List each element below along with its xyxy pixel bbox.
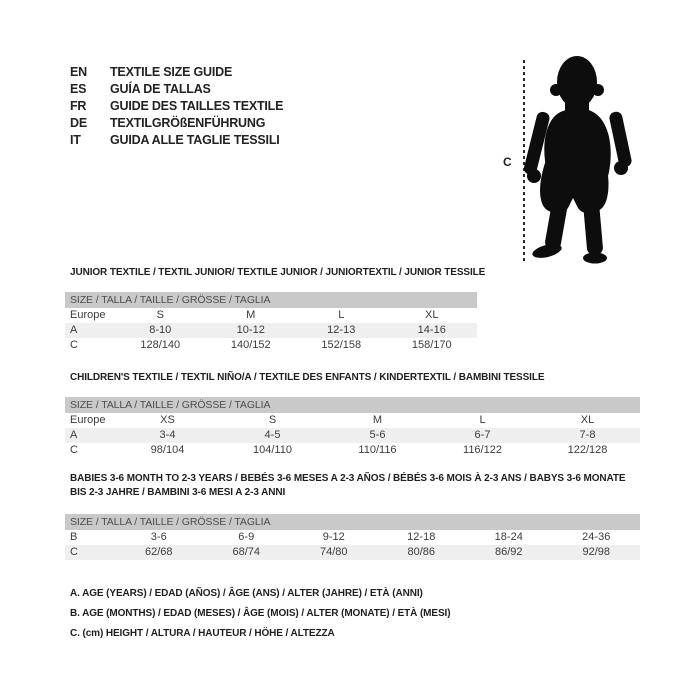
language-code: EN	[70, 65, 87, 79]
size-cell: 86/92	[465, 545, 553, 560]
table-row: A 3-4 4-5 5-6 6-7 7-8	[65, 428, 640, 443]
size-cell: 152/158	[321, 339, 362, 351]
size-cell: L	[479, 414, 486, 426]
footnote-c: C. (cm) HEIGHT / ALTURA / HAUTEUR / HÖHE…	[70, 628, 335, 639]
size-cell: 18-24	[494, 531, 523, 543]
row-label: C	[65, 545, 115, 560]
row-label: C	[70, 444, 78, 456]
table-header-row: SIZE / TALLA / TAILLE / GRÖSSE / TAGLIA	[65, 397, 640, 413]
size-cell: 12-13	[296, 323, 387, 338]
size-cell: 158/170	[411, 339, 452, 351]
row-label: A	[65, 323, 115, 338]
size-cell: 24-36	[582, 531, 611, 543]
footnote-a: A. AGE (YEARS) / EDAD (AÑOS) / ÂGE (ANS)…	[70, 588, 423, 599]
size-cell: 9-12	[322, 531, 345, 543]
table-row: A 8-10 10-12 12-13 14-16	[65, 323, 477, 338]
language-label: GUÍA DE TALLAS	[110, 82, 211, 96]
footnotes: A. AGE (YEARS) / EDAD (AÑOS) / ÂGE (ANS)…	[70, 584, 451, 644]
babies-size-table: SIZE / TALLA / TAILLE / GRÖSSE / TAGLIA …	[65, 514, 640, 560]
language-row-en: EN TEXTILE SIZE GUIDE	[70, 64, 283, 81]
footnote-b: B. AGE (MONTHS) / EDAD (MESES) / ÂGE (MO…	[70, 608, 451, 619]
language-row-es: ES GUÍA DE TALLAS	[70, 81, 283, 98]
size-cell: S	[268, 414, 277, 426]
size-cell: 14-16	[386, 323, 477, 338]
table-row: C 62/68 68/74 74/80 80/86 86/92 92/98	[65, 545, 640, 560]
table-header-label: SIZE / TALLA / TAILLE / GRÖSSE / TAGLIA	[65, 292, 477, 308]
language-row-de: DE TEXTILGRÖßENFÜHRUNG	[70, 115, 283, 132]
junior-section-title: JUNIOR TEXTILE / TEXTIL JUNIOR/ TEXTILE …	[70, 267, 486, 278]
size-cell: 104/110	[253, 444, 292, 456]
row-label: Europe	[70, 414, 106, 426]
size-cell: XS	[160, 414, 175, 426]
size-cell: 5-6	[325, 428, 430, 443]
babies-section-title: BABIES 3-6 MONTH TO 2-3 YEARS / BEBÉS 3-…	[70, 473, 626, 498]
table-row: Europe XS S M L XL	[65, 413, 640, 428]
size-cell: 122/128	[567, 444, 608, 456]
language-code: DE	[70, 116, 87, 130]
height-measure-label: C	[503, 155, 512, 169]
size-cell: 74/80	[290, 545, 378, 560]
language-label: TEXTILGRÖßENFÜHRUNG	[110, 116, 266, 130]
height-measure-dashed-line	[523, 60, 525, 262]
size-cell: 10-12	[205, 323, 296, 338]
size-cell: 140/152	[230, 339, 271, 351]
size-cell: 128/140	[140, 339, 181, 351]
size-cell: 92/98	[552, 545, 640, 560]
language-label: TEXTILE SIZE GUIDE	[110, 65, 233, 79]
size-cell: 68/74	[202, 545, 290, 560]
language-label: GUIDE DES TAILLES TEXTILE	[110, 99, 284, 113]
table-row: B 3-6 6-9 9-12 12-18 18-24 24-36	[65, 530, 640, 545]
size-cell: 6-9	[238, 531, 255, 543]
table-header-row: SIZE / TALLA / TAILLE / GRÖSSE / TAGLIA	[65, 514, 640, 530]
language-code: FR	[70, 99, 87, 113]
language-code: ES	[70, 82, 87, 96]
size-cell: L	[338, 309, 345, 321]
size-cell: 12-18	[407, 531, 436, 543]
size-cell: 62/68	[115, 545, 203, 560]
children-size-table: SIZE / TALLA / TAILLE / GRÖSSE / TAGLIA …	[65, 397, 640, 458]
size-cell: 8-10	[115, 323, 206, 338]
size-cell: XL	[580, 414, 595, 426]
baby-silhouette-icon	[524, 56, 632, 264]
language-code: IT	[70, 133, 81, 147]
row-label: B	[70, 531, 78, 543]
row-label: Europe	[70, 309, 106, 321]
size-cell: 7-8	[535, 428, 640, 443]
table-row: Europe S M L XL	[65, 308, 477, 323]
size-cell: S	[156, 309, 164, 321]
table-header-label: SIZE / TALLA / TAILLE / GRÖSSE / TAGLIA	[65, 397, 640, 413]
size-cell: 80/86	[377, 545, 465, 560]
size-cell: 4-5	[220, 428, 325, 443]
language-row-it: IT GUIDA ALLE TAGLIE TESSILI	[70, 132, 283, 149]
size-cell: 98/104	[150, 444, 185, 456]
size-cell: M	[372, 414, 383, 426]
row-label: C	[70, 339, 78, 351]
size-cell: 6-7	[430, 428, 535, 443]
size-cell: 110/116	[358, 444, 397, 456]
language-label: GUIDA ALLE TAGLIE TESSILI	[110, 133, 280, 147]
language-row-fr: FR GUIDE DES TAILLES TEXTILE	[70, 98, 283, 115]
size-cell: M	[246, 309, 256, 321]
size-cell: 116/122	[463, 444, 502, 456]
table-row: C 128/140 140/152 152/158 158/170	[65, 338, 477, 353]
language-list: EN TEXTILE SIZE GUIDE ES GUÍA DE TALLAS FR…	[70, 64, 283, 149]
size-cell: XL	[425, 309, 439, 321]
table-header-row: SIZE / TALLA / TAILLE / GRÖSSE / TAGLIA	[65, 292, 477, 308]
children-section-title: CHILDREN'S TEXTILE / TEXTIL NIÑO/A / TEX…	[70, 372, 545, 383]
junior-size-table: SIZE / TALLA / TAILLE / GRÖSSE / TAGLIA …	[65, 292, 477, 353]
table-header-label: SIZE / TALLA / TAILLE / GRÖSSE / TAGLIA	[65, 514, 640, 530]
size-cell: 3-4	[115, 428, 220, 443]
row-label: A	[65, 428, 115, 443]
size-cell: 3-6	[150, 531, 167, 543]
table-row: C 98/104 104/110 110/116 116/122 122/128	[65, 443, 640, 458]
